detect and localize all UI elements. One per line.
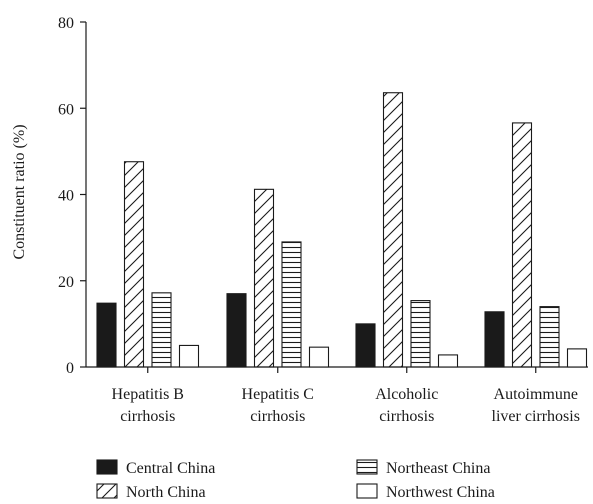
bar: [96, 302, 117, 368]
bar: [437, 354, 459, 368]
legend-label: Northeast China: [386, 460, 490, 477]
y-tick-label: 0: [66, 360, 74, 377]
bar: [226, 293, 247, 368]
legend-swatch: [356, 459, 378, 475]
bar: [539, 306, 560, 368]
bar: [281, 241, 302, 368]
legend-swatch: [96, 459, 118, 475]
x-category-label: Alcoholic cirrhosis: [375, 386, 438, 425]
bar: [382, 92, 404, 368]
y-axis-title: Constituent ratio (%): [11, 124, 28, 259]
bar: [355, 323, 376, 368]
legend-swatch: [356, 483, 378, 499]
y-tick-label: 20: [58, 274, 74, 291]
bar: [308, 346, 330, 368]
bar: [123, 161, 145, 368]
bar: [566, 348, 588, 368]
legend-label: North China: [126, 484, 206, 501]
x-category-label: Autoimmune liver cirrhosis: [492, 386, 580, 425]
bar: [253, 188, 275, 368]
legend-label: Central China: [126, 460, 215, 477]
bar: [511, 122, 533, 368]
y-tick-label: 80: [58, 15, 74, 32]
bar: [178, 344, 200, 368]
y-tick-label: 60: [58, 101, 74, 118]
legend-label: Northwest China: [386, 484, 495, 501]
bar: [410, 300, 431, 368]
bar: [484, 311, 505, 368]
y-tick-label: 40: [58, 188, 74, 205]
bar: [151, 292, 172, 368]
legend-swatch: [96, 483, 118, 499]
